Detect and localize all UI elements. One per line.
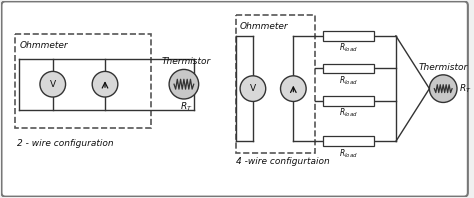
Bar xyxy=(236,15,315,153)
Text: $R_T$: $R_T$ xyxy=(459,82,472,95)
Text: $R_T$: $R_T$ xyxy=(180,101,192,113)
Text: $R_{load}$: $R_{load}$ xyxy=(339,107,358,119)
Bar xyxy=(15,34,151,128)
Text: V: V xyxy=(250,84,256,93)
Bar xyxy=(323,136,374,146)
Circle shape xyxy=(40,71,65,97)
Bar xyxy=(323,31,374,41)
Circle shape xyxy=(92,71,118,97)
Circle shape xyxy=(169,69,199,99)
Text: Ohmmeter: Ohmmeter xyxy=(240,22,289,31)
Text: Thermistor: Thermistor xyxy=(161,57,210,67)
Text: V: V xyxy=(50,80,56,89)
Text: 4 -wire configurtaion: 4 -wire configurtaion xyxy=(236,157,330,166)
Bar xyxy=(323,96,374,106)
Text: 2 - wire configuration: 2 - wire configuration xyxy=(17,139,114,148)
Circle shape xyxy=(281,76,306,101)
Text: $R_{load}$: $R_{load}$ xyxy=(339,42,358,54)
Text: Ohmmeter: Ohmmeter xyxy=(19,41,68,50)
Circle shape xyxy=(240,76,266,101)
Text: $R_{load}$: $R_{load}$ xyxy=(339,74,358,87)
Circle shape xyxy=(429,75,457,102)
Text: Thermistor: Thermistor xyxy=(419,63,468,72)
Text: $R_{load}$: $R_{load}$ xyxy=(339,147,358,160)
Bar xyxy=(323,64,374,73)
FancyBboxPatch shape xyxy=(1,1,468,197)
